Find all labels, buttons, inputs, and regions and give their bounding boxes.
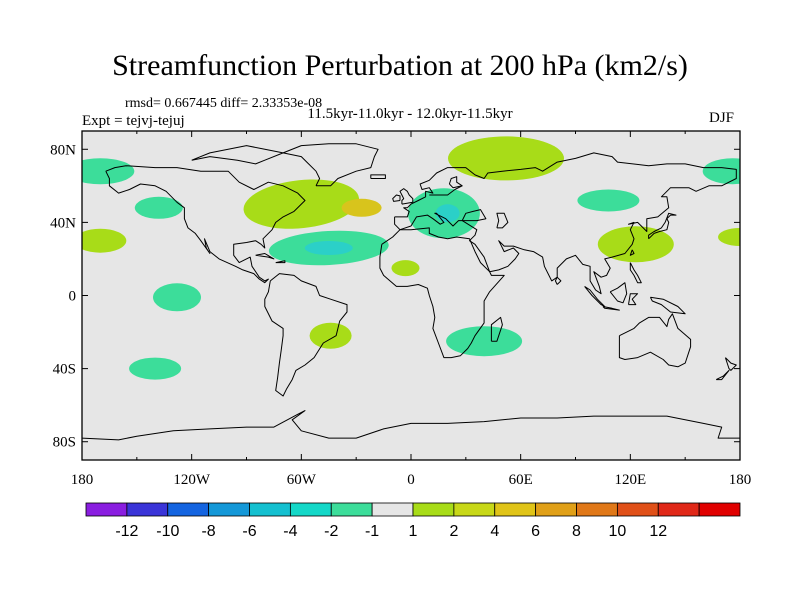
colorbar-swatch xyxy=(535,502,577,517)
anomaly-europe-neg-core xyxy=(435,204,460,223)
anomaly-southern-africa-neg xyxy=(446,326,523,357)
expt-line: Expt = tejvj-tejuj xyxy=(82,113,185,129)
coastline-antarctica xyxy=(82,410,740,441)
anomaly-layer xyxy=(82,136,740,380)
coastline-baltic xyxy=(429,185,463,196)
coastline-caspian xyxy=(496,212,509,229)
x-tick-label: 60E xyxy=(509,472,533,488)
anomaly-dateline-pos xyxy=(718,228,740,246)
coastline-scandinavia-gulf xyxy=(448,176,463,189)
anomaly-tropical-pacific-neg xyxy=(153,283,201,312)
coastline-new-guinea xyxy=(649,296,686,315)
coastline-south-america xyxy=(264,273,348,397)
colorbar-swatch xyxy=(126,502,169,517)
coastline-philippines xyxy=(629,262,642,284)
colorbar-label: 2 xyxy=(449,523,458,540)
coastline-borneo xyxy=(609,282,628,304)
map-axes: 180 120W 60W 0 60E 120E 180 80N 40N 0 40S 80S xyxy=(50,131,751,488)
coastline-ireland xyxy=(392,194,401,202)
colorbar-swatch xyxy=(330,502,373,517)
anomaly-northwest-pacific-neg xyxy=(702,158,740,185)
stats-line: rmsd= 0.667445 diff= 2.33353e-08 xyxy=(125,96,323,111)
coastline-new-zealand-south xyxy=(715,369,730,381)
colorbar-swatch xyxy=(208,502,250,517)
periods-line: 11.5kyr-11.0kyr - 12.0kyr-11.5kyr xyxy=(307,106,513,122)
anomaly-south-atlantic-pos xyxy=(309,322,352,349)
y-tick-label: 40S xyxy=(53,362,76,378)
anomaly-north-atlantic-pos-core xyxy=(341,198,382,217)
coastline-black-sea xyxy=(461,209,487,222)
x-tick-label: 60W xyxy=(287,472,317,488)
anomaly-northeast-pacific-neg xyxy=(134,196,183,219)
colorbar-swatch xyxy=(616,502,659,517)
coastline-hispaniola xyxy=(275,260,286,264)
colorbar-label: -4 xyxy=(283,523,297,540)
colorbar-label: 8 xyxy=(572,523,581,540)
anomaly-siberia-pos xyxy=(448,136,564,181)
coastline-iceland xyxy=(370,174,386,179)
chart-title: Streamfunction Perturbation at 200 hPa (… xyxy=(112,49,688,82)
colorbar-swatch xyxy=(167,502,210,517)
coastline-layer xyxy=(82,143,740,441)
colorbar-swatch xyxy=(249,502,291,517)
anomaly-central-asia-neg xyxy=(577,189,640,212)
colorbar: -12 -10 -8 -6 -4 -2 -1 1 2 4 6 8 10 12 xyxy=(85,502,741,540)
y-tick-label: 0 xyxy=(69,289,77,305)
y-tick-label: 80N xyxy=(50,142,76,158)
season-label: DJF xyxy=(709,110,735,126)
colorbar-swatch xyxy=(453,502,496,517)
coastline-japan xyxy=(648,212,677,240)
coastline-madagascar xyxy=(490,316,503,342)
y-tick-label: 40N xyxy=(50,215,76,231)
colorbar-label: 4 xyxy=(490,523,499,540)
coastline-new-zealand xyxy=(724,357,737,371)
anomaly-south-pacific-neg xyxy=(129,357,182,380)
coastline-taiwan xyxy=(629,249,635,256)
colorbar-swatch xyxy=(576,502,618,517)
colorbar-label: 6 xyxy=(531,523,540,540)
colorbar-swatch xyxy=(412,502,455,517)
colorbar-swatch xyxy=(494,502,537,517)
colorbar-swatch xyxy=(698,502,741,517)
coastline-cuba xyxy=(255,253,275,260)
colorbar-label: -1 xyxy=(365,523,379,540)
colorbar-label: -10 xyxy=(156,523,179,540)
x-tick-label: 120W xyxy=(173,472,211,488)
coastline-java xyxy=(602,306,620,311)
coastline-arctic-islands xyxy=(191,145,284,165)
colorbar-label: -2 xyxy=(324,523,338,540)
colorbar-swatch xyxy=(657,502,700,517)
colorbar-swatch xyxy=(85,502,128,517)
colorbar-label: -12 xyxy=(115,523,138,540)
coastline-australia xyxy=(618,313,692,368)
colorbar-swatch xyxy=(289,502,332,517)
x-tick-label: 120E xyxy=(614,472,646,488)
x-tick-label: 180 xyxy=(71,472,94,488)
colorbar-label: 10 xyxy=(609,523,627,540)
anomaly-pacific-pos xyxy=(82,228,127,253)
colorbar-swatch xyxy=(371,502,414,517)
coastline-greenland xyxy=(282,143,379,187)
coastline-north-america xyxy=(105,165,306,284)
x-tick-label: 180 xyxy=(729,472,752,488)
anomaly-atlantic-neg-core xyxy=(304,241,353,255)
coastline-africa xyxy=(379,227,505,359)
coastline-eurasia xyxy=(394,152,737,295)
anomaly-north-pacific-neg xyxy=(82,158,135,185)
coastline-sri-lanka xyxy=(554,276,562,285)
anomaly-north-africa-pos xyxy=(391,260,420,277)
colorbar-label: -8 xyxy=(201,523,215,540)
coastline-britain xyxy=(399,188,414,205)
coastline-sulawesi xyxy=(628,293,639,306)
colorbar-label: 12 xyxy=(649,523,667,540)
anomaly-east-asia-pos xyxy=(597,226,674,263)
colorbar-label: 1 xyxy=(409,523,418,540)
colorbar-label: -6 xyxy=(242,523,256,540)
x-tick-label: 0 xyxy=(407,472,415,488)
y-tick-label: 80S xyxy=(53,435,76,451)
